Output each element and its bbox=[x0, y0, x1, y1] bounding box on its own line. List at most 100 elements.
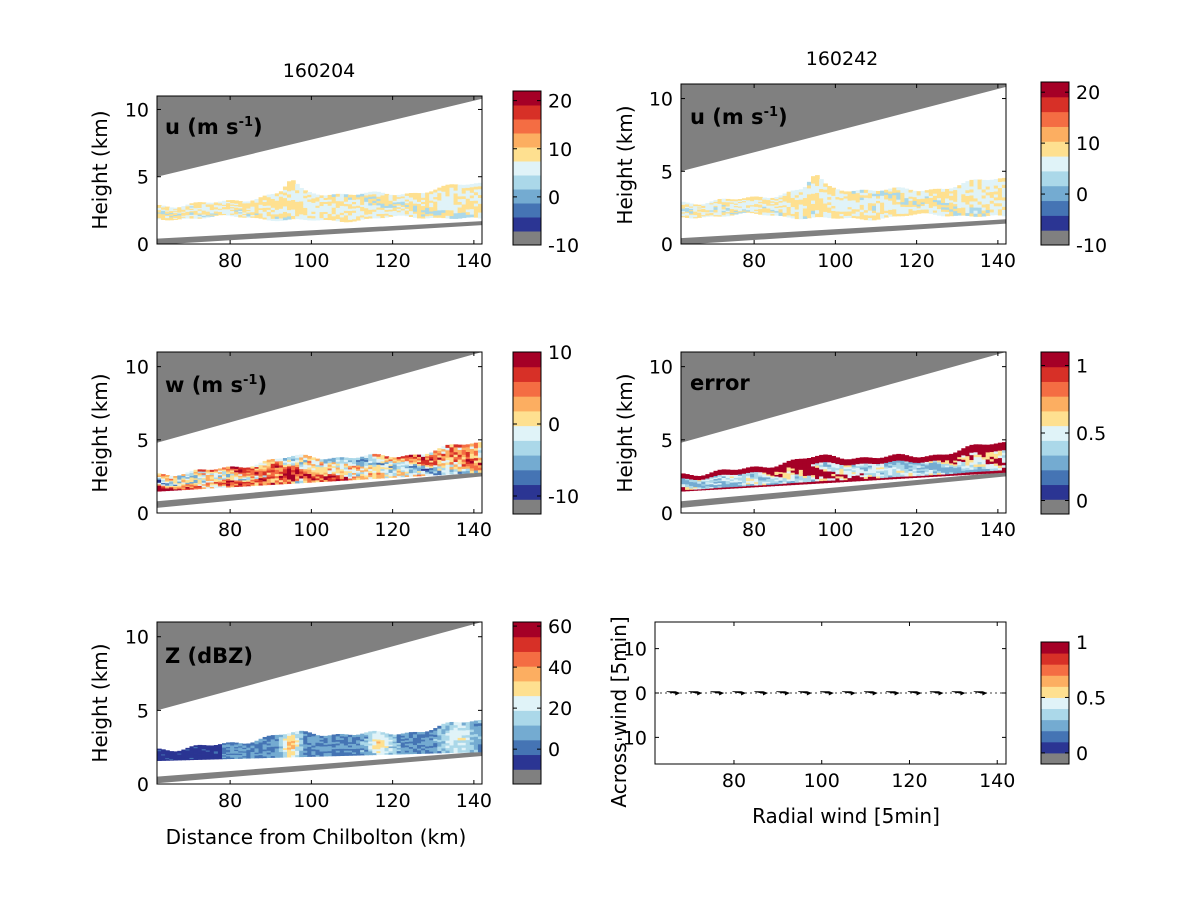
echo-cell bbox=[892, 211, 897, 215]
echo-cell bbox=[213, 213, 219, 215]
echo-cell bbox=[193, 758, 199, 760]
echo-cell bbox=[384, 199, 390, 203]
echo-cell bbox=[230, 207, 235, 210]
echo-cell bbox=[238, 751, 243, 754]
echo-cell bbox=[299, 193, 304, 197]
echo-cell bbox=[238, 212, 243, 215]
echo-cell bbox=[258, 743, 264, 746]
echo-cell bbox=[746, 208, 751, 211]
echo-cell bbox=[473, 197, 479, 201]
echo-cell bbox=[880, 466, 885, 470]
echo-cell bbox=[250, 483, 256, 487]
echo-cell bbox=[400, 736, 406, 740]
echo-cell bbox=[376, 476, 382, 479]
echo-cell bbox=[213, 209, 219, 212]
echo-cell bbox=[790, 204, 796, 208]
echo-cell bbox=[932, 209, 938, 213]
y-tick-label: 0 bbox=[137, 234, 149, 256]
echo-cell bbox=[790, 195, 796, 198]
echo-cell bbox=[412, 213, 418, 216]
echo-cell bbox=[185, 749, 191, 752]
echo-cell bbox=[461, 734, 467, 738]
echo-cell bbox=[388, 196, 394, 199]
echo-cell bbox=[315, 470, 321, 473]
echo-cell bbox=[331, 213, 337, 217]
echo-cell bbox=[811, 478, 816, 482]
echo-cell bbox=[360, 733, 365, 737]
echo-cell bbox=[360, 210, 365, 214]
echo-cell bbox=[364, 214, 369, 217]
echo-cell bbox=[376, 458, 382, 461]
echo-cell bbox=[433, 214, 438, 218]
echo-cell bbox=[425, 196, 430, 200]
echo-cell bbox=[798, 206, 804, 210]
echo-cell bbox=[457, 198, 463, 202]
echo-cell bbox=[307, 460, 312, 464]
echo-cell bbox=[412, 207, 418, 210]
echo-cell bbox=[725, 212, 731, 215]
echo-cell bbox=[421, 203, 426, 207]
echo-cell bbox=[477, 206, 482, 210]
echo-cell bbox=[181, 213, 187, 215]
echo-cell bbox=[238, 470, 243, 473]
echo-cell bbox=[425, 745, 430, 749]
echo-cell bbox=[185, 487, 191, 490]
echo-cell bbox=[461, 195, 467, 200]
echo-cell bbox=[985, 470, 991, 474]
echo-cell bbox=[335, 742, 341, 746]
echo-cell bbox=[717, 206, 723, 209]
echo-cell bbox=[758, 204, 763, 207]
echo-cell bbox=[835, 477, 841, 481]
echo-cell bbox=[766, 198, 771, 201]
echo-cell bbox=[157, 754, 162, 757]
echo-cell bbox=[234, 756, 239, 759]
echo-cell bbox=[238, 750, 243, 753]
echo-cell bbox=[347, 210, 353, 214]
echo-cell bbox=[449, 744, 455, 748]
echo-cell bbox=[266, 461, 272, 465]
echo-cell bbox=[181, 756, 187, 758]
echo-cell bbox=[981, 179, 987, 184]
echo-cell bbox=[453, 190, 459, 194]
echo-cell bbox=[327, 747, 333, 750]
echo-cell bbox=[790, 201, 796, 205]
echo-cell bbox=[701, 480, 706, 482]
echo-cell bbox=[880, 211, 885, 215]
echo-cell bbox=[193, 487, 199, 490]
echo-cell bbox=[831, 200, 836, 204]
echo-cell bbox=[750, 466, 755, 469]
echo-cell bbox=[953, 458, 958, 461]
echo-cell bbox=[250, 201, 256, 204]
echo-cell bbox=[222, 477, 227, 480]
echo-cell bbox=[697, 211, 702, 213]
echo-cell bbox=[408, 210, 414, 214]
echo-cell bbox=[347, 468, 353, 472]
echo-cell bbox=[209, 475, 215, 478]
echo-cell bbox=[701, 479, 706, 481]
echo-cell bbox=[331, 198, 337, 202]
echo-cell bbox=[368, 464, 373, 468]
echo-cell bbox=[754, 211, 759, 214]
echo-cell bbox=[721, 201, 727, 204]
echo-cell bbox=[356, 746, 361, 749]
echo-cell bbox=[356, 739, 361, 742]
echo-cell bbox=[778, 468, 784, 471]
echo-cell bbox=[169, 209, 174, 212]
echo-cell bbox=[884, 203, 889, 207]
echo-cell bbox=[843, 208, 849, 212]
echo-cell bbox=[437, 448, 442, 452]
echo-cell bbox=[429, 747, 434, 750]
echo-cell bbox=[177, 756, 182, 758]
echo-cell bbox=[457, 734, 463, 738]
echo-cell bbox=[388, 460, 394, 463]
echo-cell bbox=[157, 204, 162, 207]
echo-cell bbox=[412, 199, 418, 202]
echo-cell bbox=[242, 753, 247, 756]
echo-cell bbox=[384, 742, 390, 745]
echo-cell bbox=[193, 748, 199, 751]
echo-cell bbox=[920, 460, 926, 463]
echo-cell bbox=[360, 473, 365, 476]
echo-cell bbox=[384, 215, 390, 218]
echo-cell bbox=[250, 746, 256, 749]
echo-cell bbox=[335, 457, 341, 460]
